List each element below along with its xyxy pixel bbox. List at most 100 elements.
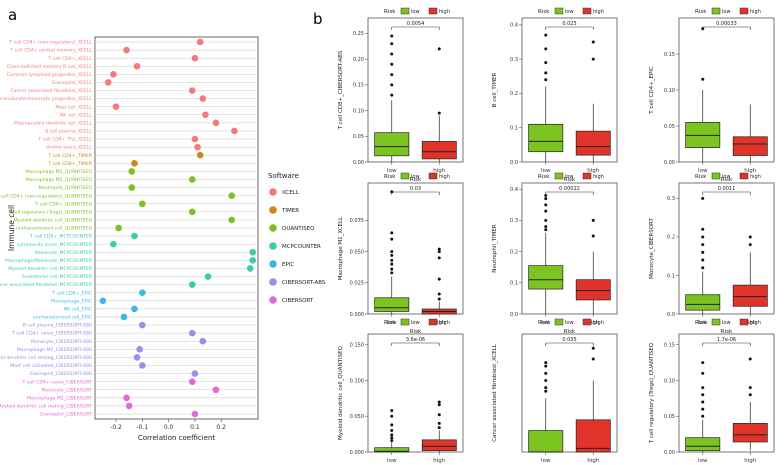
outlier-point (390, 267, 394, 271)
outlier-point (437, 292, 441, 296)
data-point (99, 297, 107, 305)
data-point (125, 402, 133, 410)
outlier-point (591, 234, 595, 238)
legend-title: Risk (538, 320, 550, 326)
outlier-point (544, 364, 548, 368)
ytick-label: Myeloid dendritic cell resting_CIBERSORT (0, 404, 92, 410)
legend-entry: low (565, 174, 574, 180)
box-low (374, 297, 410, 312)
ytick-label: T cell CD4+ (non-regulatory)_XCELL (8, 40, 92, 46)
legend-swatch (739, 318, 749, 326)
data-point (204, 273, 212, 280)
legend-entry: low (722, 174, 731, 180)
legend-swatch (269, 260, 277, 268)
legend-swatch (554, 172, 564, 180)
ytick-label: 0.10 (664, 378, 675, 384)
ytick-label: 0.0 (667, 312, 675, 318)
data-point (249, 248, 257, 256)
ytick-label: 0.3 (510, 218, 518, 224)
ytick-label: Macrophage M1_QUANTISEQ (26, 169, 92, 175)
ytick-label: 0.0 (510, 160, 518, 166)
panel-label-a: a (8, 6, 17, 24)
legend-title: Risk (695, 174, 707, 180)
ytick-label: T cell CD4+ naive_CIBERSORT-ABS (11, 331, 92, 337)
data-point (115, 224, 122, 232)
ytick-label: 0.000 (350, 450, 364, 456)
data-point (188, 208, 196, 216)
outlier-point (544, 389, 548, 393)
ytick-label: Eosinophil_CIBERSORT-ABS (30, 371, 92, 377)
legend-swatch (428, 318, 438, 326)
outlier-point (748, 386, 752, 390)
ytick-label: 0.05 (353, 134, 364, 140)
data-point (131, 305, 138, 313)
legend-swatch (711, 7, 721, 15)
legend-entry: high (593, 174, 604, 180)
ytick-label: 0.10 (664, 88, 675, 94)
outlier-point (701, 27, 705, 31)
data-point (194, 143, 201, 151)
outlier-point (437, 421, 441, 425)
data-point (120, 313, 128, 321)
ytick-label: 0.20 (353, 57, 364, 63)
xtick-label: low (541, 168, 551, 174)
box-low (528, 265, 564, 290)
y-axis-label: Monocyte_CIBERSORT (649, 218, 655, 279)
outlier-point (390, 52, 394, 56)
data-point (249, 257, 257, 264)
pvalue-label: 0.00033 (716, 21, 737, 27)
data-point (110, 71, 117, 78)
outlier-point (701, 227, 705, 231)
outlier-point (390, 190, 394, 194)
outlier-point (390, 414, 394, 418)
ytick-label: Myeloid dendritic cell_MCPCOUNTER (8, 266, 93, 272)
outlier-point (748, 235, 752, 239)
xtick-label: low (698, 458, 708, 464)
legend-entry: high (439, 320, 450, 326)
ytick-label: Mast cell activated_CIBERSORT-ABS (10, 363, 92, 369)
ytick-label: Macrophage M2_QUANTISEQ (26, 177, 92, 183)
outlier-point (701, 258, 705, 262)
ytick-label: Myeloid dendritic cell_QUANTISEQ (14, 218, 93, 224)
legend-entry: high (593, 9, 604, 15)
ytick-label: Macrophage M2_CIBERSORT-ABS (17, 347, 92, 353)
outlier-point (591, 57, 595, 61)
pvalue-label: 0.03 (410, 186, 421, 192)
outlier-point (701, 235, 705, 239)
ytick-label: Cancer associated fibroblast_XCELL (10, 88, 92, 94)
outlier-point (390, 262, 394, 266)
outlier-point (544, 386, 548, 390)
outlier-point (437, 277, 441, 281)
ytick-label: 0.25 (353, 31, 364, 37)
outlier-point (390, 258, 394, 262)
legend-entry: QUANTISEQ (282, 226, 315, 232)
outlier-point (544, 71, 548, 75)
box-high (732, 423, 768, 443)
ytick-label: T cell CD4+_TIMER (47, 153, 92, 159)
xtick-label: high (587, 320, 600, 326)
outlier-point (544, 371, 548, 375)
ytick-label: Monocyte_CIBERSORT-ABS (31, 339, 92, 345)
y-axis-label: Neutrophil_TIMER (492, 224, 498, 273)
ytick-label: Monocyte_MCPCOUNTER (35, 250, 93, 256)
box-high (575, 419, 611, 453)
pvalue-label: 0.025 (562, 21, 576, 27)
ytick-label: T cell CD8+_TIMER (47, 161, 92, 167)
data-point (131, 160, 138, 167)
box-high (421, 141, 457, 160)
ytick-label: 0.15 (664, 343, 675, 349)
data-point (199, 337, 207, 345)
pvalue-label: 3.6e-06 (406, 337, 425, 343)
data-point (123, 394, 130, 402)
outlier-point (390, 423, 394, 427)
legend-swatch (428, 172, 438, 180)
outlier-point (701, 266, 705, 270)
ytick-label: 0.1 (510, 281, 518, 287)
ytick-label: 0.050 (350, 249, 364, 255)
box-low (528, 123, 564, 153)
outlier-point (390, 409, 394, 413)
box-low (685, 437, 721, 451)
xtick-label: high (744, 168, 757, 174)
legend-entry: low (565, 9, 574, 15)
y-axis-label: B cell_TIMER (492, 72, 498, 107)
